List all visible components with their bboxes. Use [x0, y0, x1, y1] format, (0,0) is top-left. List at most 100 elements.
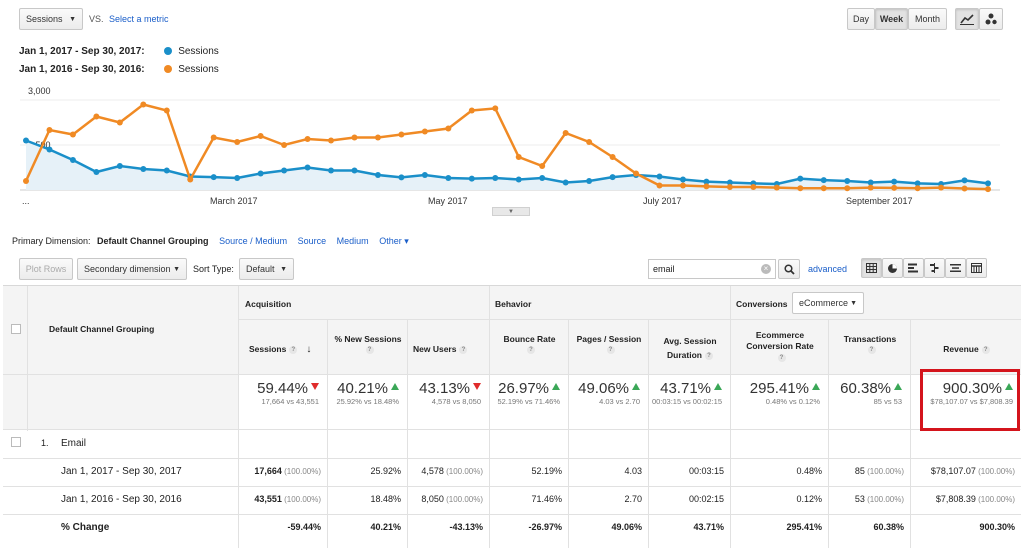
report-table: Default Channel Grouping Acquisition Beh… [3, 285, 1021, 548]
dimension-source-medium[interactable]: Source / Medium [219, 236, 288, 246]
cell-value: 0.12% [796, 494, 822, 504]
clear-icon[interactable]: × [761, 264, 771, 274]
data-point [914, 185, 921, 192]
summary-value: 49.06% [578, 380, 629, 397]
sort-type-dropdown[interactable]: Default ▼ [239, 258, 294, 280]
advanced-filter-link[interactable]: advanced [808, 264, 848, 274]
row-checkbox[interactable] [11, 437, 21, 447]
column-header-ecommerce-conversion-rate[interactable]: Ecommerce Conversion Rate? [732, 330, 828, 363]
data-point [492, 175, 499, 181]
summary-value: 43.13% [419, 380, 470, 397]
dimension-column-header[interactable]: Default Channel Grouping [49, 324, 155, 334]
data-point [703, 178, 710, 185]
select-all-checkbox[interactable] [11, 324, 21, 334]
column-header-avg-session-duration[interactable]: Avg. Session Duration? [650, 334, 730, 362]
column-header-revenue[interactable]: Revenue? [912, 344, 1021, 354]
secondary-dimension-label: Secondary dimension [84, 264, 171, 274]
column-header-new-sessions[interactable]: % New Sessions? [329, 334, 407, 354]
help-icon[interactable]: ? [777, 353, 786, 362]
day-button[interactable]: Day [847, 8, 875, 30]
pie-view-button[interactable] [882, 258, 903, 278]
dimension-default-channel-grouping[interactable]: Default Channel Grouping [97, 236, 209, 246]
table-cell: 85 (100.00%) [828, 466, 904, 476]
chevron-down-icon: ▼ [850, 299, 857, 307]
data-point [679, 182, 686, 189]
table-cell: 43,551 (100.00%) [238, 494, 321, 504]
help-icon[interactable]: ? [981, 345, 990, 354]
cell-value: $78,107.07 [930, 466, 976, 476]
conversion-type-dropdown[interactable]: eCommerce ▼ [792, 292, 864, 314]
cell-percent-of-total: (100.00%) [864, 495, 904, 504]
help-icon[interactable]: ? [289, 345, 298, 354]
table-search-input[interactable]: email × [648, 259, 776, 279]
data-point [985, 186, 991, 193]
sort-descending-icon[interactable]: ↓ [306, 344, 312, 355]
row-email-link[interactable]: Email [61, 438, 87, 449]
cell-value: 0.48% [796, 466, 822, 476]
summary-value: 26.97% [498, 380, 549, 397]
summary-value: 40.21% [337, 380, 388, 397]
term-cloud-view-button[interactable] [945, 258, 966, 278]
dimension-source[interactable]: Source [297, 236, 327, 246]
performance-view-button[interactable] [903, 258, 924, 278]
help-icon[interactable]: ? [459, 345, 468, 354]
data-point [492, 105, 499, 112]
cell-value: 25.92% [370, 466, 401, 476]
help-icon[interactable]: ? [365, 345, 374, 354]
column-header-label: Ecommerce Conversion Rate [746, 330, 814, 351]
table-view-button[interactable] [861, 258, 882, 278]
column-header-pages-session[interactable]: Pages / Session? [570, 334, 648, 354]
search-button[interactable] [778, 259, 800, 279]
column-header-sessions[interactable]: Sessions? ↓ [249, 344, 311, 355]
chevron-down-icon: ▼ [280, 265, 287, 273]
row-label: Jan 1, 2016 - Sep 30, 2016 [61, 494, 182, 505]
help-icon[interactable]: ? [867, 345, 876, 354]
data-point [891, 184, 898, 191]
month-button[interactable]: Month [908, 8, 947, 30]
data-point [515, 154, 522, 160]
data-point [23, 137, 29, 144]
week-button[interactable]: Week [875, 8, 908, 30]
help-icon[interactable]: ? [704, 351, 713, 360]
sort-type-value: Default [246, 264, 275, 274]
data-point [562, 130, 569, 136]
table-cell: -43.13% [407, 522, 483, 532]
data-point [140, 166, 147, 172]
data-point [93, 113, 100, 120]
table-cell: 52.19% [489, 466, 562, 476]
data-point [234, 175, 241, 181]
data-point [445, 125, 452, 132]
comparison-view-button[interactable] [924, 258, 945, 278]
table-cell: 0.48% [730, 466, 822, 476]
primary-dimension-label: Primary Dimension: [12, 236, 91, 246]
data-point [891, 178, 898, 185]
help-icon[interactable]: ? [527, 345, 535, 354]
data-point [703, 183, 710, 190]
column-header-transactions[interactable]: Transactions? [830, 334, 910, 354]
dimension-other[interactable]: Other ▾ [379, 236, 409, 246]
pivot-view-button[interactable] [966, 258, 987, 278]
cell-value: 2.70 [624, 494, 642, 504]
data-point [374, 134, 381, 141]
table-cell: 60.38% [828, 522, 904, 532]
motion-chart-button[interactable] [979, 8, 1003, 30]
column-header-bounce-rate[interactable]: Bounce Rate? [491, 334, 568, 354]
column-header-label: New Users [413, 344, 457, 354]
metric-dropdown[interactable]: Sessions ▼ [19, 8, 83, 30]
plot-rows-button[interactable]: Plot Rows [19, 258, 73, 280]
arrow-up-icon [552, 383, 560, 390]
secondary-dimension-dropdown[interactable]: Secondary dimension ▼ [77, 258, 187, 280]
series-line [25, 139, 989, 186]
legend-row-previous: Jan 1, 2016 - Sep 30, 2016: Sessions [19, 64, 219, 75]
cell-value: 85 [854, 466, 865, 476]
data-point [961, 185, 968, 192]
help-icon[interactable]: ? [606, 345, 615, 354]
data-point [797, 185, 804, 192]
chart-collapse-handle[interactable]: ▼ [492, 207, 530, 216]
cell-value: -26.97% [528, 522, 562, 532]
dimension-medium[interactable]: Medium [336, 236, 369, 246]
line-chart-button[interactable] [955, 8, 979, 30]
data-point [46, 127, 53, 133]
column-header-new-users[interactable]: New Users? [413, 344, 468, 354]
select-metric-link[interactable]: Select a metric [109, 14, 169, 24]
